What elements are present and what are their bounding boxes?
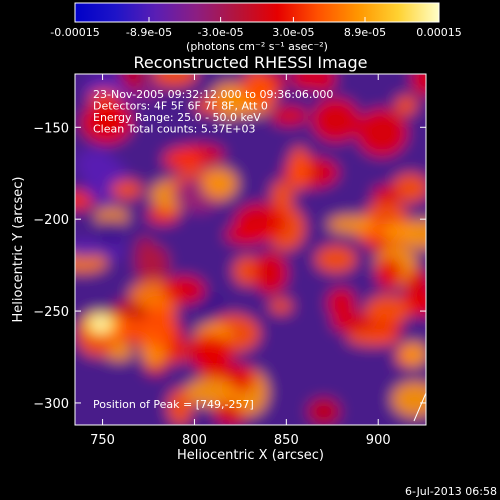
y-tick-label: −250 — [33, 305, 69, 320]
y-tick-label: −300 — [33, 397, 69, 412]
annotation-detectors: Detectors: 4F 5F 6F 7F 8F, Att 0 — [93, 100, 268, 113]
colorbar-tick-label: -0.00015 — [50, 26, 99, 39]
x-tick-label: 750 — [90, 433, 115, 448]
x-axis-label: Heliocentric X (arcsec) — [177, 448, 324, 463]
annotation-total-counts: Clean Total counts: 5.37E+03 — [93, 123, 256, 136]
y-axis-label: Heliocentric Y (arcsec) — [11, 177, 26, 323]
heatmap-image — [75, 74, 426, 425]
chart-title: Reconstructed RHESSI Image — [134, 53, 368, 72]
plot-area: 750 800 850 900 −150 −200 −250 −300 — [33, 73, 427, 448]
x-tick-label: 900 — [366, 433, 391, 448]
peak-position-label: Position of Peak = [749,-257] — [93, 398, 254, 411]
colorbar-ticks: -0.00015 -8.9e-05 -3.0e-05 3.0e-05 8.9e-05 0.… — [50, 17, 462, 39]
x-axis-ticks: 750 800 850 900 — [90, 74, 391, 448]
colorbar-tick-label: 0.00015 — [416, 26, 462, 39]
colorbar-tick-label: -3.0e-05 — [197, 26, 243, 39]
annotation-block: 23-Nov-2005 09:32:12.000 to 09:36:06.000… — [93, 88, 333, 136]
y-tick-label: −200 — [33, 213, 69, 228]
colorbar-tick-label: -8.9e-05 — [126, 26, 172, 39]
y-axis-ticks: −150 −200 −250 −300 — [33, 121, 426, 412]
colorbar-tick-label: 3.0e-05 — [272, 26, 314, 39]
solar-limb-line — [413, 392, 427, 422]
colorbar-tick-label: 8.9e-05 — [344, 26, 386, 39]
colorbar: -0.00015 -8.9e-05 -3.0e-05 3.0e-05 8.9e-05 0.… — [50, 2, 462, 53]
annotation-energy-range: Energy Range: 25.0 - 50.0 keV — [93, 111, 261, 124]
footer-timestamp: 6-Jul-2013 06:58 — [405, 485, 497, 498]
x-tick-label: 800 — [182, 433, 207, 448]
plot-frame — [74, 73, 427, 426]
colorbar-unit-label: (photons cm⁻² s⁻¹ asec⁻²) — [186, 40, 328, 53]
annotation-time-range: 23-Nov-2005 09:32:12.000 to 09:36:06.000 — [93, 88, 333, 101]
colorbar-gradient — [74, 2, 440, 23]
x-tick-label: 850 — [274, 433, 299, 448]
y-tick-label: −150 — [33, 121, 69, 136]
